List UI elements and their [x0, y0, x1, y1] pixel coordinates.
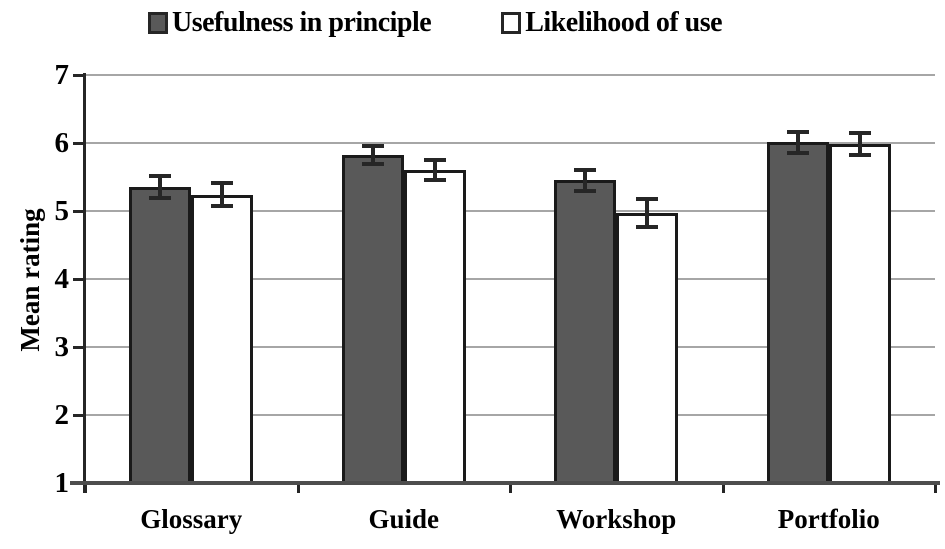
error-bar-cap-bottom [211, 204, 234, 209]
x-axis-tick-3 [721, 483, 725, 493]
y-tick-label-6: 6 [54, 127, 70, 159]
error-bar-cap-top [423, 158, 446, 162]
bar-glossary-usefulness [129, 187, 192, 485]
x-axis-tick-2 [509, 483, 512, 493]
bar-guide-usefulness [341, 155, 404, 485]
error-bar-cap-top [361, 144, 384, 149]
error-bar-line [220, 183, 225, 207]
error-bar-cap-top [786, 130, 809, 135]
error-bar-line [370, 146, 375, 165]
legend-swatch-usefulness-icon [148, 12, 168, 34]
error-bar-cap-bottom [848, 153, 871, 158]
y-tick-label-4: 4 [54, 263, 70, 295]
error-bar-line [432, 160, 437, 181]
y-axis-tick-2 [73, 414, 85, 417]
gridline-y-6 [85, 142, 935, 144]
legend-item-likelihood: Likelihood of use [501, 6, 723, 40]
error-bar-cap-top [211, 181, 234, 186]
y-tick-label-5: 5 [54, 195, 70, 227]
error-bar-line [583, 170, 588, 191]
bar-workshop-usefulness [554, 180, 617, 485]
error-bar-cap-top [636, 197, 659, 202]
y-tick-label-3: 3 [54, 331, 70, 363]
bar-portfolio-likelihood [828, 144, 891, 485]
bar-workshop-likelihood [616, 213, 679, 485]
x-category-label-glossary: Glossary [140, 504, 243, 534]
legend-label-likelihood: Likelihood of use [525, 7, 723, 38]
error-bar-cap-top [574, 168, 597, 173]
bar-portfolio-usefulness [766, 142, 829, 485]
y-tick-label-1: 1 [54, 467, 70, 499]
gridline-y-5 [85, 210, 935, 212]
error-bar-line [795, 132, 800, 153]
x-axis-tick-1 [296, 483, 300, 493]
error-bar-cap-bottom [149, 196, 172, 201]
legend-item-usefulness: Usefulness in principle [148, 6, 432, 40]
legend-label-usefulness: Usefulness in principle [172, 7, 432, 38]
y-axis-tick-3 [73, 346, 85, 349]
error-bar-line [645, 199, 650, 227]
error-bar-cap-bottom [786, 150, 809, 155]
error-bar-line [857, 133, 862, 156]
x-category-label-guide: Guide [368, 504, 440, 534]
y-tick-label-7: 7 [54, 59, 70, 91]
bar-glossary-likelihood [191, 194, 254, 485]
error-bar-cap-bottom [636, 224, 659, 229]
y-tick-label-2: 2 [54, 399, 70, 431]
y-axis-tick-6 [73, 142, 85, 145]
error-bar-line [158, 176, 163, 199]
error-bar-cap-bottom [423, 178, 446, 183]
error-bar-cap-top [848, 131, 871, 136]
gridline-y-4 [85, 278, 935, 280]
gridline-y-7 [85, 74, 935, 76]
error-bar-cap-bottom [574, 188, 597, 193]
y-axis-tick-7 [73, 74, 85, 77]
x-category-label-workshop: Workshop [556, 504, 677, 534]
legend-swatch-likelihood-icon [501, 12, 522, 34]
x-axis-line [70, 481, 940, 485]
error-bar-cap-top [149, 174, 172, 179]
y-axis-tick-5 [73, 210, 85, 213]
x-axis-tick-4 [934, 483, 937, 493]
gridline-y-3 [85, 346, 935, 348]
y-axis-line [83, 73, 86, 493]
error-bar-cap-bottom [361, 162, 384, 167]
y-axis-tick-4 [73, 278, 85, 281]
chart-legend: Usefulness in principle Likelihood of us… [148, 6, 723, 40]
x-category-label-portfolio: Portfolio [777, 504, 880, 534]
gridline-y-2 [85, 414, 935, 416]
bar-guide-likelihood [403, 170, 466, 485]
